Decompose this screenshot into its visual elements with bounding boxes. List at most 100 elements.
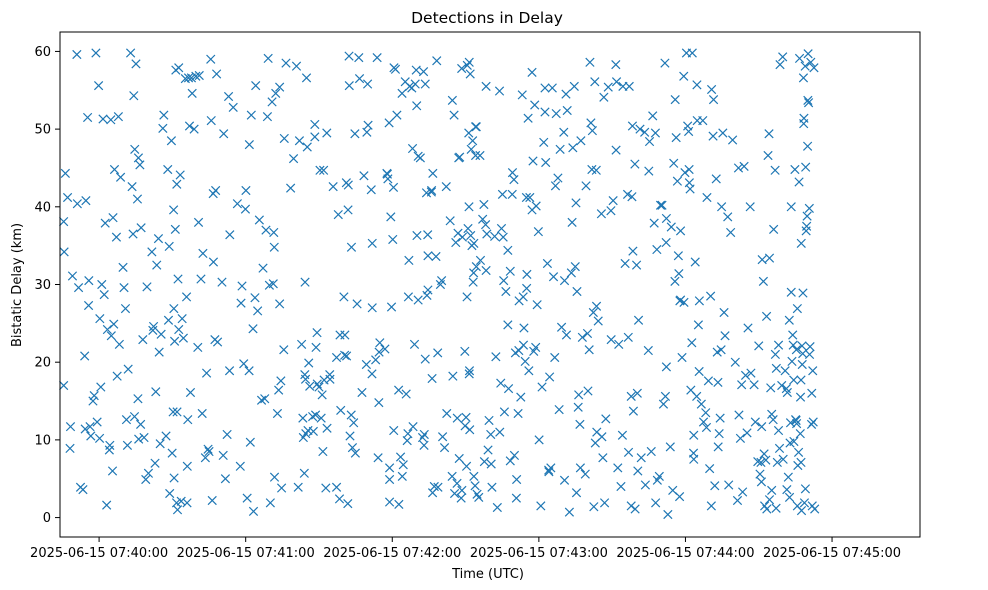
data-point bbox=[685, 184, 695, 194]
data-point bbox=[479, 457, 490, 467]
data-point bbox=[630, 159, 640, 169]
data-point bbox=[611, 145, 621, 155]
data-point bbox=[220, 474, 231, 484]
data-point bbox=[134, 434, 144, 444]
data-point bbox=[310, 119, 320, 130]
x-tick-label: 2025-06-15 07:40:00 bbox=[30, 546, 168, 561]
data-point bbox=[449, 110, 459, 120]
data-point bbox=[354, 73, 365, 84]
data-point bbox=[265, 498, 275, 508]
data-point bbox=[294, 136, 305, 146]
data-point bbox=[204, 446, 214, 457]
data-point bbox=[503, 245, 513, 255]
data-point bbox=[767, 485, 777, 496]
data-point bbox=[308, 411, 318, 422]
data-point bbox=[574, 390, 584, 400]
data-point bbox=[782, 484, 792, 495]
data-point bbox=[566, 268, 576, 278]
data-point bbox=[269, 472, 280, 482]
data-point bbox=[807, 388, 817, 398]
data-point bbox=[62, 192, 73, 203]
data-point bbox=[251, 80, 261, 91]
data-point bbox=[494, 86, 505, 96]
data-point bbox=[367, 303, 377, 313]
data-point bbox=[539, 137, 549, 147]
data-point bbox=[720, 331, 730, 341]
data-point bbox=[632, 388, 642, 398]
data-point bbox=[518, 292, 528, 302]
data-point bbox=[85, 422, 95, 432]
data-point bbox=[790, 164, 800, 175]
data-point bbox=[719, 307, 729, 318]
data-point bbox=[791, 418, 802, 429]
data-point bbox=[169, 473, 179, 483]
data-point bbox=[301, 73, 312, 83]
data-point bbox=[108, 213, 118, 223]
data-point bbox=[756, 477, 767, 487]
y-tick-label: 10 bbox=[34, 433, 51, 448]
data-point bbox=[97, 279, 107, 290]
data-point bbox=[759, 449, 769, 459]
data-point bbox=[788, 340, 798, 350]
data-point bbox=[394, 385, 404, 395]
data-point bbox=[571, 198, 581, 208]
data-point bbox=[244, 140, 254, 150]
data-point bbox=[507, 167, 518, 178]
data-point bbox=[256, 395, 267, 405]
data-point bbox=[341, 351, 352, 361]
data-point bbox=[331, 482, 342, 492]
data-point bbox=[517, 90, 527, 100]
data-point bbox=[169, 336, 180, 346]
data-point bbox=[276, 483, 287, 493]
data-point bbox=[183, 73, 194, 83]
data-point bbox=[512, 474, 522, 485]
data-point bbox=[778, 52, 788, 62]
data-point bbox=[177, 314, 187, 324]
data-point bbox=[181, 292, 192, 302]
data-point bbox=[640, 480, 651, 490]
data-point bbox=[291, 61, 302, 71]
data-point bbox=[426, 187, 436, 197]
data-point bbox=[775, 60, 785, 70]
data-point bbox=[581, 181, 591, 191]
data-point bbox=[73, 282, 84, 293]
data-point bbox=[464, 369, 474, 379]
data-point bbox=[168, 407, 178, 417]
data-point bbox=[784, 492, 795, 503]
data-point bbox=[471, 262, 481, 272]
data-point bbox=[561, 330, 572, 340]
data-point bbox=[448, 371, 458, 381]
data-point bbox=[183, 415, 193, 425]
data-point bbox=[680, 167, 690, 178]
data-point bbox=[518, 340, 529, 350]
data-point bbox=[810, 504, 820, 514]
data-point bbox=[764, 129, 774, 139]
data-point bbox=[626, 391, 636, 402]
data-point bbox=[82, 112, 93, 123]
data-point bbox=[520, 356, 530, 367]
data-point bbox=[694, 366, 704, 377]
data-point bbox=[336, 405, 346, 415]
data-point bbox=[148, 321, 159, 332]
data-point bbox=[184, 121, 195, 131]
data-point bbox=[679, 297, 689, 307]
data-point bbox=[248, 506, 259, 516]
data-point bbox=[191, 71, 201, 81]
data-point bbox=[361, 359, 371, 370]
data-point bbox=[286, 183, 296, 193]
data-point bbox=[701, 422, 712, 433]
data-point bbox=[550, 181, 561, 191]
data-point bbox=[513, 408, 523, 419]
data-point bbox=[304, 358, 314, 368]
data-point bbox=[465, 425, 475, 435]
data-point bbox=[614, 339, 624, 349]
data-point bbox=[432, 56, 442, 66]
data-point bbox=[109, 164, 120, 175]
data-point bbox=[525, 192, 535, 203]
data-point bbox=[511, 493, 522, 503]
data-point bbox=[559, 127, 569, 137]
data-point bbox=[263, 53, 273, 64]
data-point bbox=[318, 165, 329, 175]
data-point bbox=[147, 247, 157, 257]
